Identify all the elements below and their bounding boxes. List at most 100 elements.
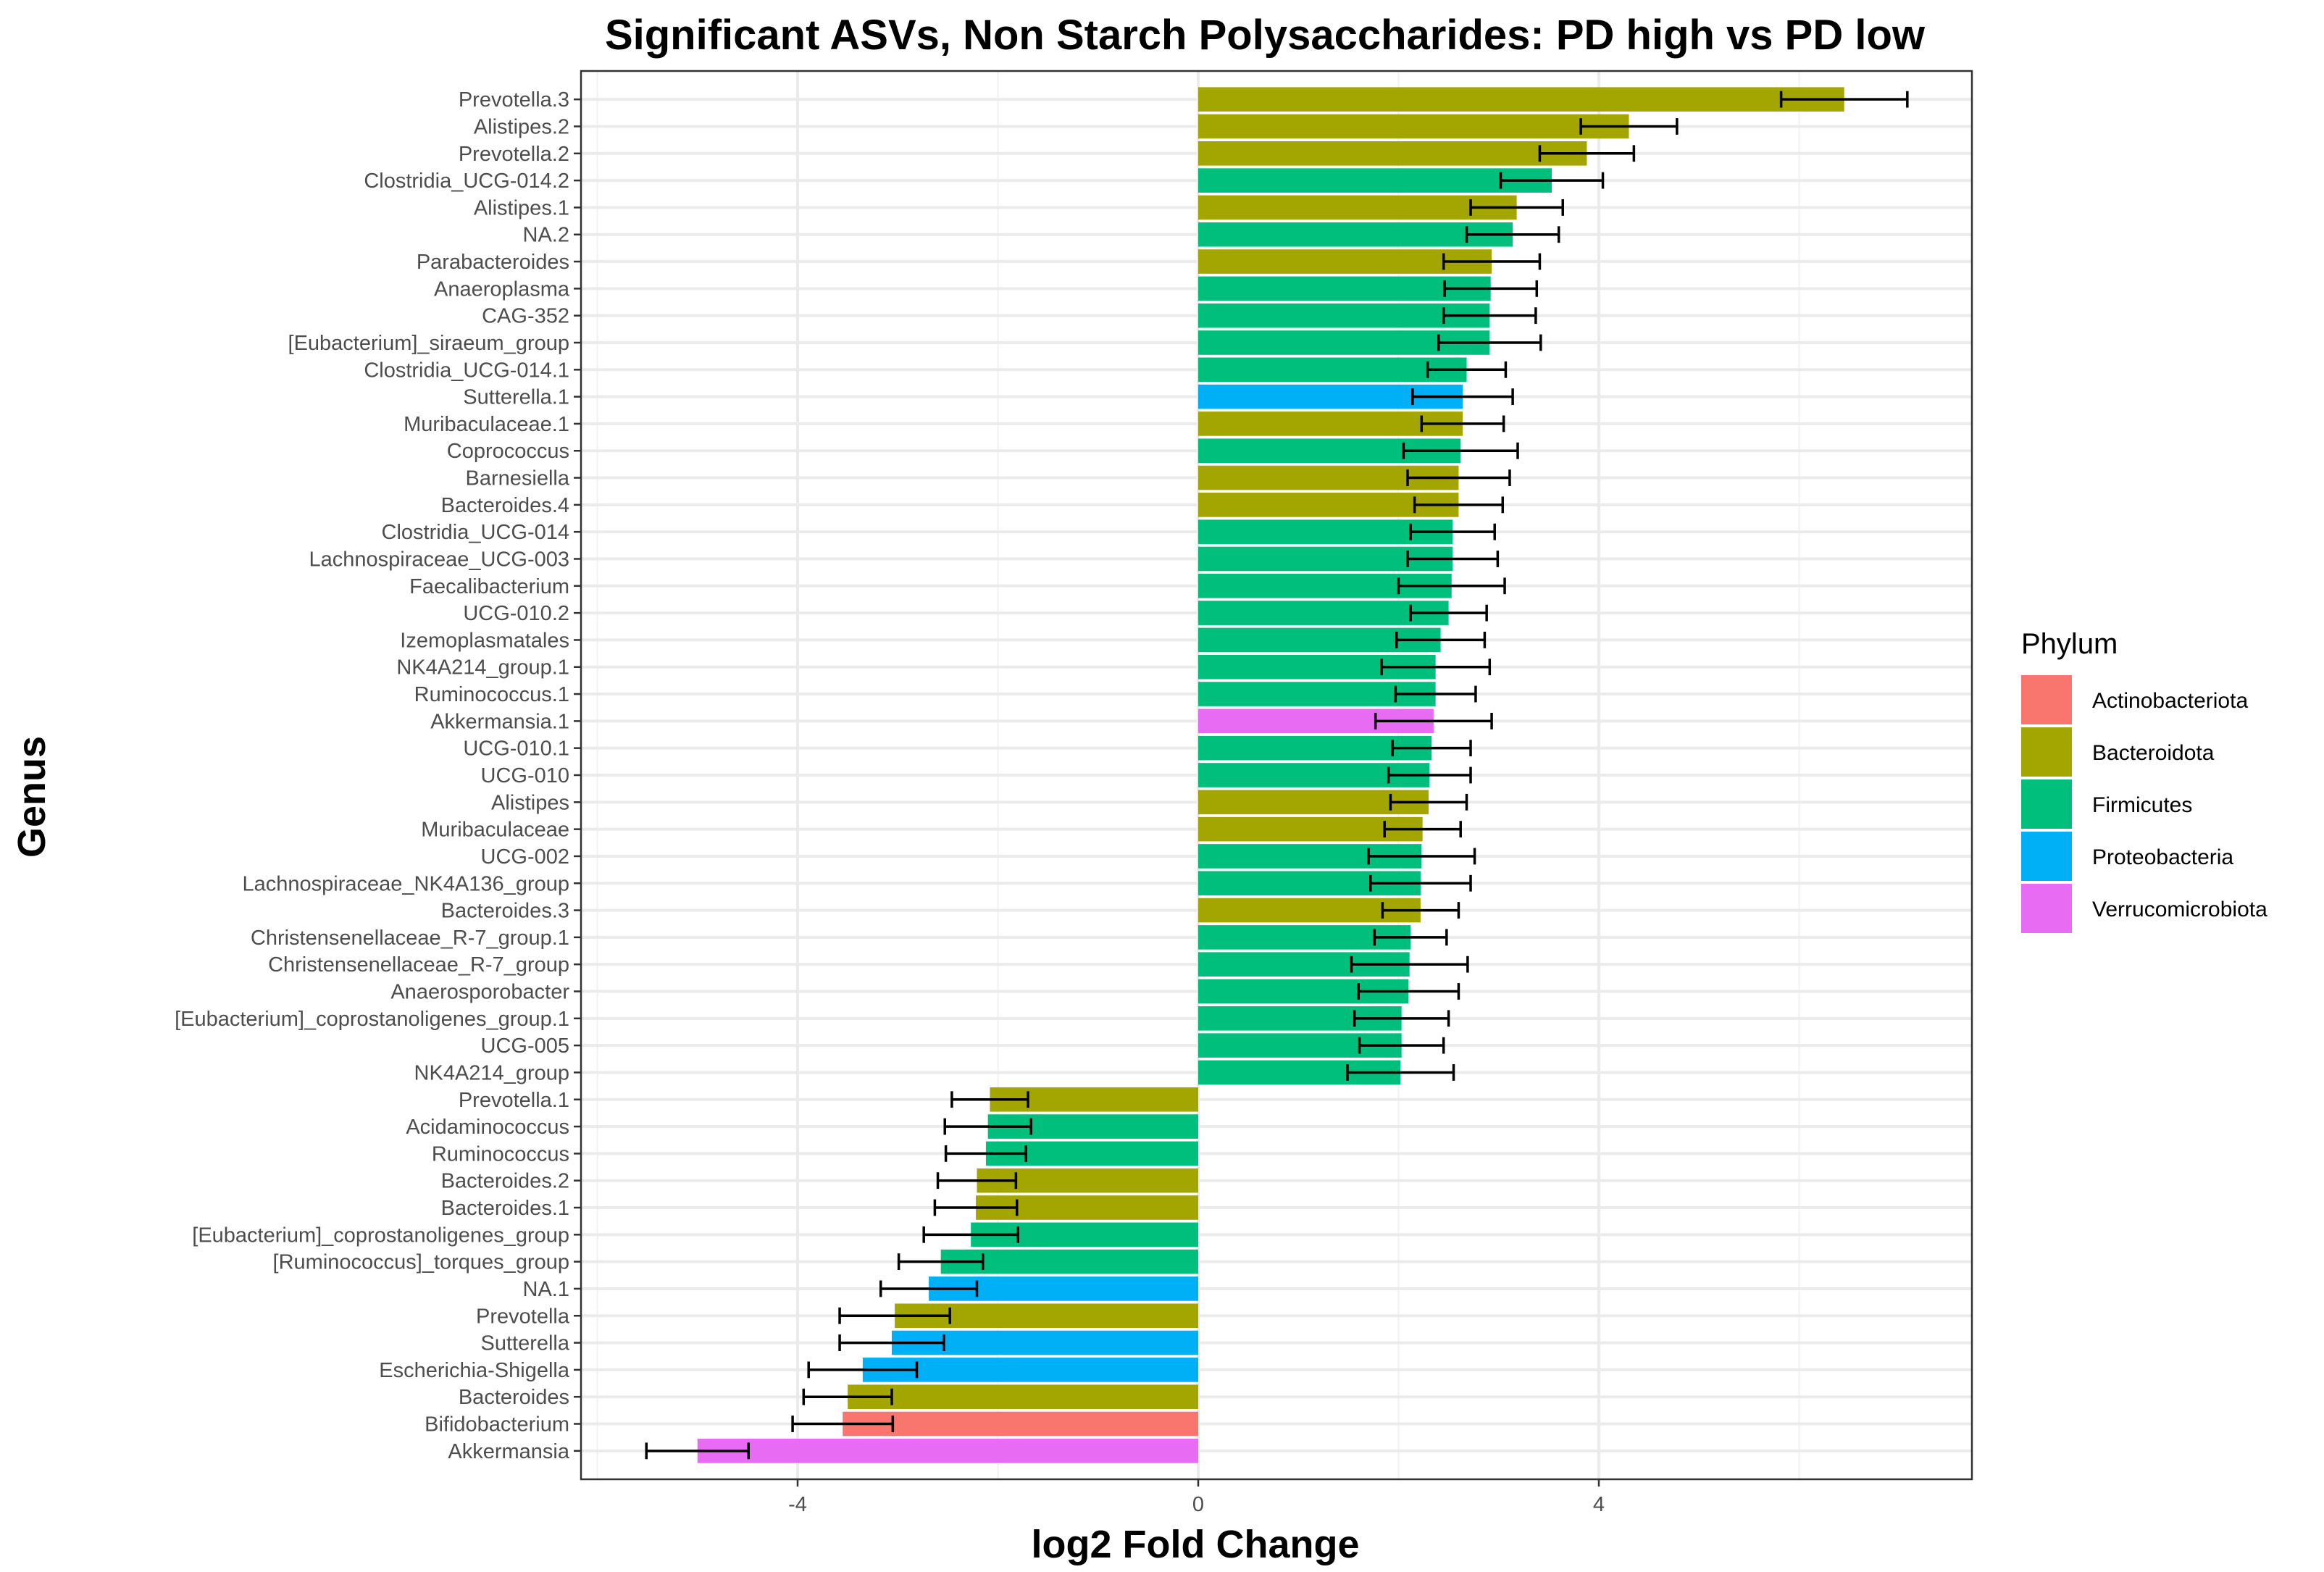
error-bar [1358, 1037, 1445, 1054]
error-bar [807, 1361, 919, 1379]
y-tick-label: Ruminococcus.1 [414, 683, 569, 706]
error-bar [879, 1280, 979, 1297]
y-tick-label: Alistipes.2 [474, 115, 569, 138]
error-bar [1387, 766, 1472, 784]
bar [1198, 357, 1467, 382]
y-tick-label: NA.2 [523, 224, 569, 247]
y-tick-label: Acidaminococcus [406, 1116, 569, 1139]
legend-key [2021, 832, 2072, 881]
bar [843, 1411, 1198, 1437]
y-tick-label: NA.1 [523, 1278, 569, 1301]
y-tick-label: Bacteroides.4 [441, 494, 569, 517]
x-tick-label: 0 [1192, 1493, 1204, 1516]
bar [1198, 195, 1517, 220]
error-bar [1579, 118, 1679, 135]
error-bar [1413, 496, 1505, 514]
x-axis-title: log2 Fold Change [1032, 1523, 1360, 1566]
bar [848, 1384, 1198, 1409]
bar [697, 1439, 1198, 1463]
error-bar [838, 1334, 945, 1351]
error-bars [645, 91, 1909, 1460]
y-tick-label: [Ruminococcus]_torques_group [273, 1251, 569, 1274]
y-tick-label: Parabacteroides [417, 251, 569, 274]
y-axis-title: Genus [10, 736, 54, 858]
y-tick-label: Muribaculaceae.1 [404, 413, 569, 436]
y-axis: Prevotella.3 Alistipes.2 Prevotella.2 Clost… [175, 88, 581, 1463]
legend-item: Proteobacteria [2021, 832, 2233, 881]
error-bar [936, 1172, 1018, 1190]
y-tick-label: UCG-005 [481, 1034, 570, 1058]
y-tick-label: Alistipes [491, 791, 569, 814]
y-tick-label: UCG-010.1 [463, 737, 569, 761]
error-bar [1367, 848, 1476, 865]
y-tick-label: [Eubacterium]_coprostanoligenes_group [192, 1224, 569, 1247]
bar [1198, 601, 1449, 625]
error-bar [1389, 793, 1468, 811]
y-tick-label: Alistipes.1 [474, 196, 569, 220]
error-bar [1346, 1064, 1455, 1081]
error-bar [897, 1253, 985, 1271]
y-tick-label: Prevotella.2 [459, 143, 569, 166]
y-tick-label: CAG-352 [482, 305, 569, 328]
error-bar [645, 1442, 751, 1460]
legend-item: Actinobacteriota [2021, 675, 2248, 724]
error-bar [1402, 442, 1519, 459]
error-bar [1406, 551, 1500, 567]
y-tick-label: Ruminococcus [432, 1142, 569, 1166]
bar [1198, 141, 1587, 166]
error-bar [950, 1091, 1029, 1108]
error-bar [1373, 929, 1448, 946]
x-tick-label: 4 [1593, 1493, 1605, 1516]
error-bar [1469, 199, 1564, 216]
y-tick-label: Barnesiella [466, 467, 570, 490]
legend-key [2021, 884, 2072, 933]
y-tick-label: Sutterella [480, 1332, 569, 1355]
y-tick-label: UCG-002 [481, 845, 570, 869]
y-tick-label: Lachnospiraceae_NK4A136_group [243, 872, 569, 895]
y-tick-label: Izemoplasmatales [400, 629, 569, 652]
bar [862, 1358, 1198, 1382]
error-bar [1499, 172, 1605, 189]
error-bar [838, 1307, 951, 1324]
y-tick-label: Escherichia-Shigella [379, 1359, 570, 1382]
error-bar [1409, 523, 1496, 540]
error-bar [1465, 226, 1560, 243]
y-tick-label: UCG-010.2 [463, 602, 569, 625]
y-tick-label: Bifidobacterium [425, 1413, 569, 1437]
error-bar [1411, 388, 1514, 406]
bar [1198, 87, 1844, 112]
bar [1198, 168, 1552, 193]
y-tick-label: Bacteroides [459, 1386, 569, 1409]
y-tick-label: Anaerosporobacter [390, 981, 569, 1004]
y-tick-label: Bacteroides.2 [441, 1170, 569, 1193]
y-tick-label: Muribaculaceae [421, 819, 569, 842]
error-bar [1442, 253, 1542, 270]
error-bar [1395, 632, 1487, 648]
y-tick-label: Bacteroides.3 [441, 900, 569, 923]
legend-label: Firmicutes [2092, 793, 2192, 817]
bar [1198, 411, 1463, 436]
error-bar [1397, 577, 1506, 595]
y-tick-label: Prevotella.3 [459, 88, 569, 112]
bar [1198, 276, 1491, 301]
y-tick-label: Sutterella.1 [463, 386, 569, 409]
error-bar [1381, 902, 1460, 919]
y-tick-label: Christensenellaceae_R-7_group [268, 953, 569, 977]
y-tick-label: Clostridia_UCG-014 [382, 521, 570, 544]
legend-item: Bacteroidota [2021, 727, 2215, 777]
error-bar [1394, 685, 1477, 703]
y-tick-label: UCG-010 [481, 764, 570, 787]
x-axis: -4 0 4 [788, 1479, 1605, 1516]
error-bar [1443, 280, 1539, 297]
y-tick-label: Faecalibacterium [409, 575, 569, 598]
bars [697, 87, 1844, 1463]
legend-item: Verrucomicrobiota [2021, 884, 2267, 933]
y-tick-label: NK4A214_group.1 [396, 656, 569, 680]
bar [1198, 114, 1629, 139]
legend-key [2021, 779, 2072, 829]
y-tick-label: NK4A214_group [414, 1061, 569, 1084]
legend-key [2021, 675, 2072, 724]
y-tick-label: Coprococcus [447, 440, 569, 463]
y-tick-label: Lachnospiraceae_UCG-003 [309, 548, 570, 571]
error-bar [1442, 307, 1537, 325]
